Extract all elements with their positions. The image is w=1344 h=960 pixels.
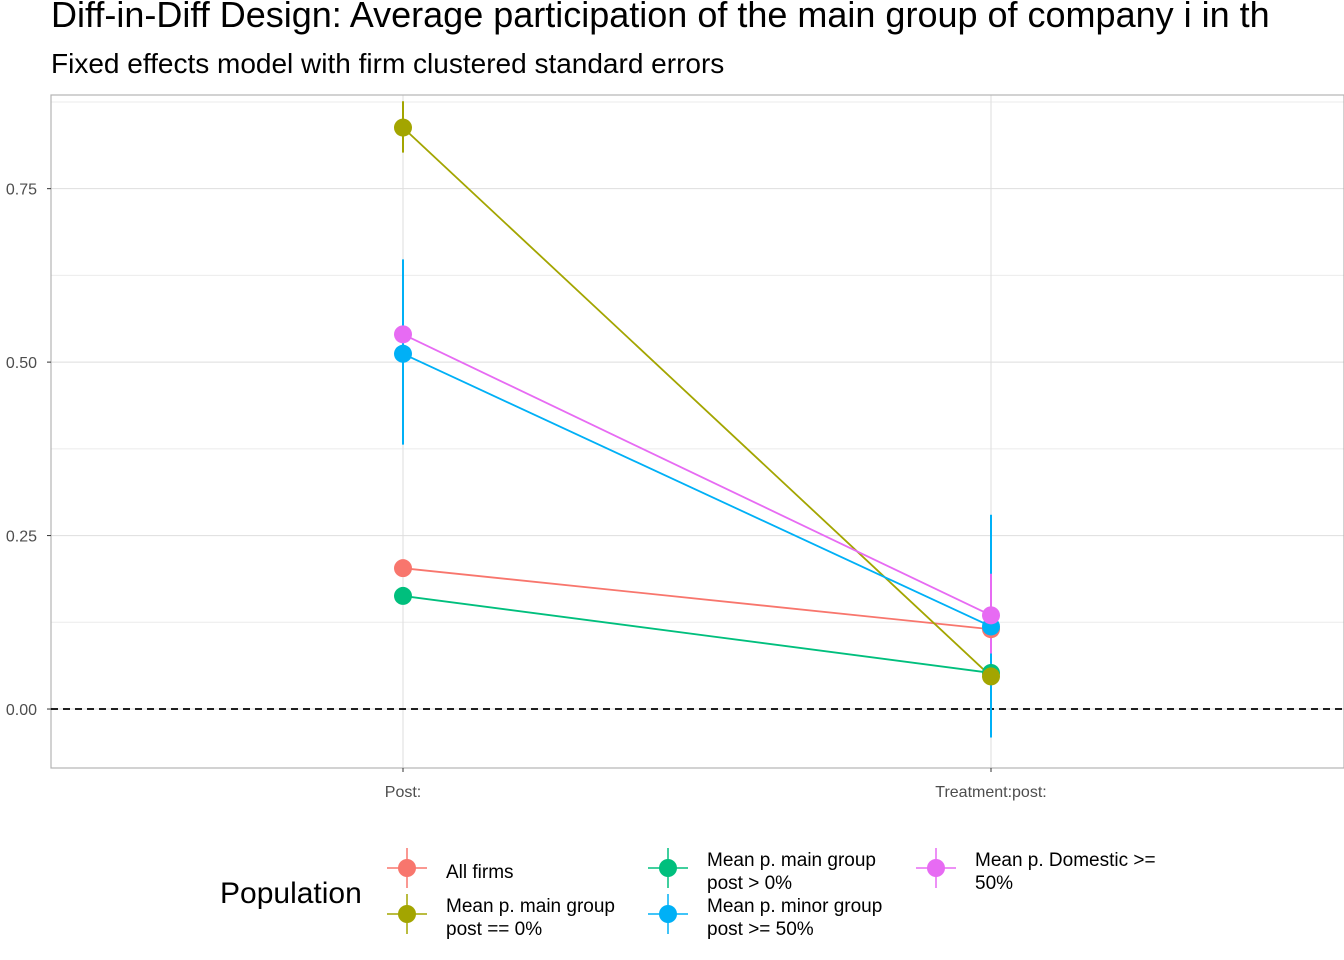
data-point (982, 667, 1000, 686)
series-line (402, 567, 992, 631)
y-tick-label: 0.50 (6, 355, 37, 372)
data-point (394, 344, 412, 363)
legend-label: post > 0% (707, 873, 792, 894)
legend-label: Mean p. Domestic >= (975, 850, 1156, 871)
legend-key-point (398, 859, 416, 877)
legend-label: post == 0% (446, 919, 542, 940)
legend-label: post >= 50% (707, 919, 814, 940)
data-point (394, 118, 412, 137)
data-point (394, 325, 412, 344)
panel-border (50, 94, 1344, 769)
legend-label: 50% (975, 873, 1013, 894)
legend-label: All firms (446, 862, 514, 883)
legend-key-point (659, 859, 677, 877)
axis-layer: 0.00 0.25 0.50 0.75 Post: Treatment:post: (6, 182, 1047, 801)
y-tick-label: 0.25 (6, 529, 37, 546)
series-line (402, 595, 992, 674)
y-tick-label: 0.00 (6, 702, 37, 719)
series-layer (51, 101, 1344, 738)
series-line (402, 352, 992, 628)
data-point (394, 586, 412, 605)
x-tick-label: Treatment:post: (935, 784, 1046, 801)
series-line (402, 333, 992, 617)
legend-title: Population (220, 877, 362, 910)
grid-layer (50, 94, 1344, 769)
series-line (402, 126, 992, 678)
legend-key-point (659, 905, 677, 923)
x-tick-label: Post: (385, 784, 421, 801)
chart-title: Diff-in-Diff Design: Average participati… (51, 0, 1270, 35)
legend-key-point (927, 859, 945, 877)
data-point (982, 606, 1000, 625)
legend-label: Mean p. main group (446, 896, 615, 917)
legend-label: Mean p. minor group (707, 896, 882, 917)
y-tick-label: 0.75 (6, 182, 37, 199)
legend-key-point (398, 905, 416, 923)
legend-label: Mean p. main group (707, 850, 876, 871)
chart-subtitle: Fixed effects model with firm clustered … (51, 48, 725, 79)
data-point (394, 559, 412, 578)
